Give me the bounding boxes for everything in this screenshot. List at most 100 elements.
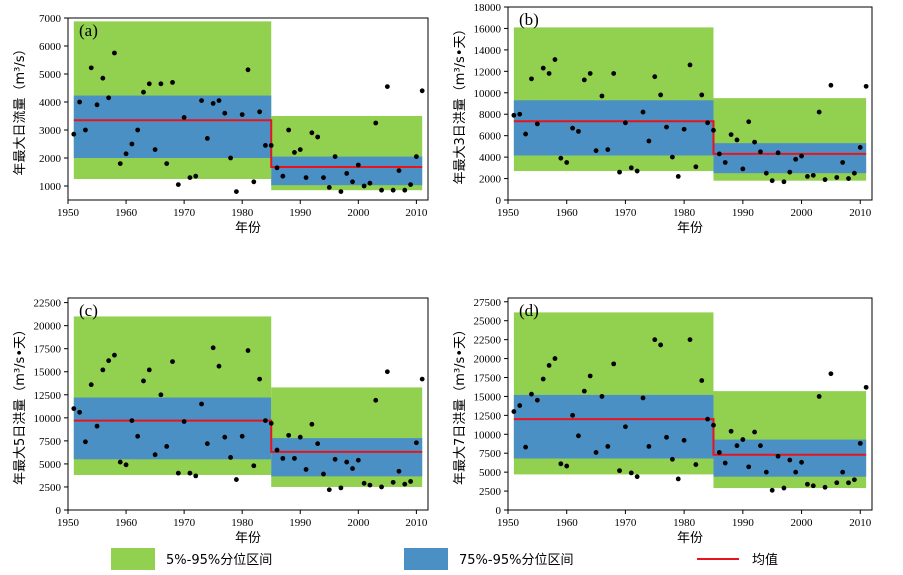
data-point xyxy=(390,479,396,485)
data-point xyxy=(263,143,268,148)
panel-label: (b) xyxy=(519,10,539,29)
y-tick-label: 5000 xyxy=(39,459,62,471)
y-tick-label: 7500 xyxy=(479,448,502,460)
data-point xyxy=(146,367,152,373)
legend: 5%-95%分位区间 75%-95%分位区间 均值 xyxy=(111,548,778,570)
axes-frame xyxy=(507,297,873,511)
data-point xyxy=(408,182,413,188)
data-point xyxy=(705,416,711,422)
y-tick-label: 18000 xyxy=(474,2,502,14)
panel-label: (d) xyxy=(519,301,539,320)
y-tick-label: 16000 xyxy=(474,23,502,35)
data-point xyxy=(408,479,413,484)
band-75-95-period-2 xyxy=(713,143,867,174)
y-tick-label: 2000 xyxy=(479,174,502,186)
data-point xyxy=(681,126,687,132)
data-point xyxy=(599,93,605,99)
data-point xyxy=(658,342,664,348)
data-point xyxy=(361,480,367,486)
data-point xyxy=(396,168,402,174)
data-point xyxy=(705,120,711,126)
data-point xyxy=(390,187,396,193)
data-point xyxy=(146,81,152,87)
data-point xyxy=(517,111,523,117)
x-tick-label: 1960 xyxy=(556,517,579,529)
data-point xyxy=(251,179,257,185)
data-point xyxy=(599,394,605,399)
data-point xyxy=(402,481,408,487)
data-point xyxy=(576,128,581,134)
x-tick-label: 1960 xyxy=(115,207,138,219)
data-point xyxy=(309,130,315,136)
x-tick-label: 2000 xyxy=(791,207,814,219)
data-point xyxy=(834,480,840,486)
data-point xyxy=(611,361,617,367)
y-tick-label: 2500 xyxy=(39,482,62,494)
data-point xyxy=(863,83,869,89)
data-point xyxy=(534,397,540,403)
data-point xyxy=(834,175,840,180)
data-point xyxy=(722,460,728,466)
y-axis-label: 年最大5日洪量（m³/s•天） xyxy=(13,323,28,485)
data-point xyxy=(628,470,634,476)
data-point xyxy=(83,439,88,445)
data-point xyxy=(605,444,611,449)
data-point xyxy=(338,189,344,195)
data-point xyxy=(251,463,257,469)
data-point xyxy=(326,487,332,493)
data-point xyxy=(100,367,106,373)
data-point xyxy=(228,455,233,460)
data-point xyxy=(675,174,681,179)
x-tick-label: 1970 xyxy=(614,517,637,529)
data-point xyxy=(587,71,593,76)
data-point xyxy=(769,178,775,184)
data-point xyxy=(822,484,828,490)
band-75-95-period-1 xyxy=(513,100,714,156)
data-point xyxy=(379,187,384,193)
panel-label: (a) xyxy=(79,21,98,40)
data-point xyxy=(175,182,181,188)
data-point xyxy=(552,356,558,361)
data-point xyxy=(187,175,193,181)
x-tick-label: 1960 xyxy=(115,517,138,529)
data-point xyxy=(199,401,204,407)
data-point xyxy=(193,473,199,479)
data-point xyxy=(158,81,164,87)
data-point xyxy=(611,71,617,76)
x-tick-label: 2000 xyxy=(347,517,370,529)
data-point xyxy=(204,136,210,141)
data-point xyxy=(280,455,286,461)
data-point xyxy=(711,422,716,428)
data-point xyxy=(699,378,705,383)
y-tick-label: 4000 xyxy=(479,152,502,164)
data-point xyxy=(576,433,581,439)
data-point xyxy=(274,447,280,453)
data-point xyxy=(71,131,77,137)
data-point xyxy=(822,177,828,183)
data-point xyxy=(268,420,274,426)
data-point xyxy=(699,92,705,98)
x-tick-label: 2010 xyxy=(849,517,872,529)
data-point xyxy=(384,84,390,89)
data-point xyxy=(94,423,100,429)
data-point xyxy=(540,376,546,382)
data-point xyxy=(805,174,810,179)
data-point xyxy=(396,468,402,474)
x-tick-label: 1950 xyxy=(497,207,520,219)
data-point xyxy=(734,443,740,449)
data-point xyxy=(303,467,309,472)
y-tick-label: 8000 xyxy=(479,109,502,121)
y-tick-label: 2500 xyxy=(479,486,502,498)
data-point xyxy=(141,89,146,95)
axes-frame xyxy=(67,297,429,511)
y-tick-label: 6000 xyxy=(479,131,502,143)
y-tick-label: 22500 xyxy=(474,335,502,347)
x-tick-label: 1950 xyxy=(57,517,80,529)
legend-swatch-75-95 xyxy=(404,548,448,570)
y-tick-label: 2000 xyxy=(39,153,62,165)
data-point xyxy=(233,477,239,482)
data-point xyxy=(664,124,669,130)
data-point xyxy=(263,418,268,423)
data-point xyxy=(210,345,216,351)
